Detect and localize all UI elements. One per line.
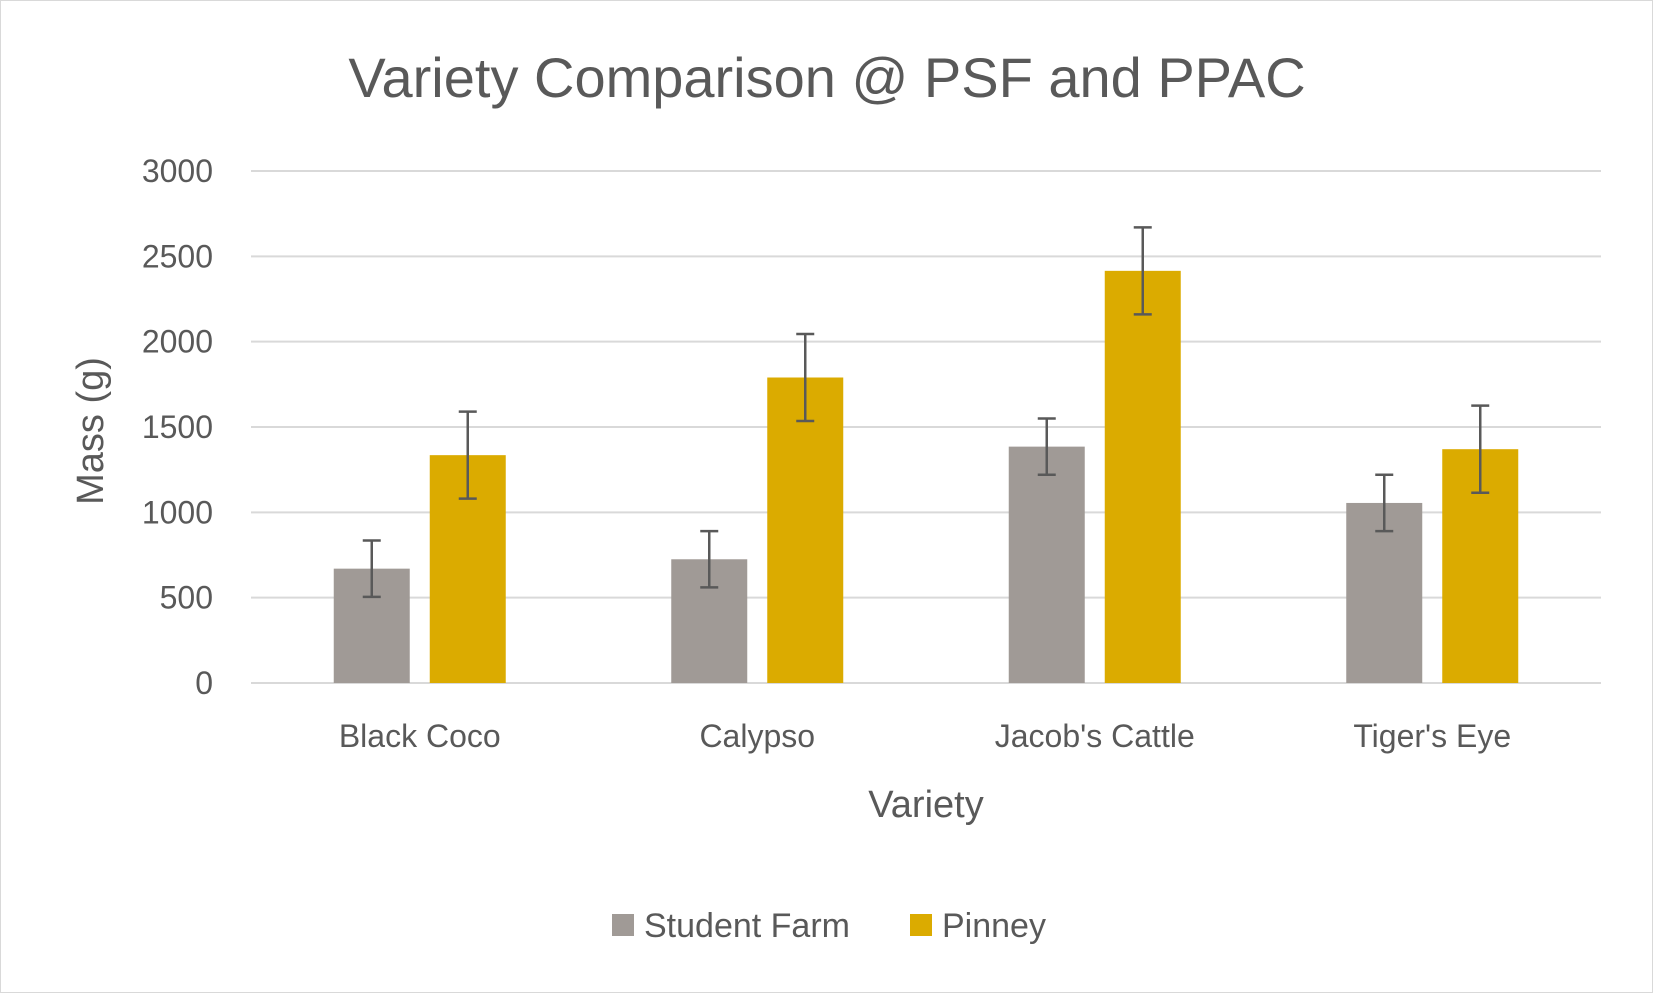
x-tick-label: Tiger's Eye	[1353, 718, 1511, 754]
bars	[333, 226, 1519, 683]
x-tick-label: Jacob's Cattle	[995, 718, 1195, 754]
y-tick-label: 3000	[142, 153, 213, 189]
x-tick-label: Calypso	[699, 718, 815, 754]
y-tick-label: 0	[195, 665, 213, 701]
x-tick-labels: Black Coco Calypso Jacob's Cattle Tiger's E…	[339, 718, 1511, 754]
bar-pinney	[767, 377, 844, 683]
bar-student-farm	[1008, 446, 1085, 683]
chart-title: Variety Comparison @ PSF and PPAC	[348, 46, 1305, 109]
legend: Student Farm Pinney	[612, 907, 1046, 945]
legend-label: Pinney	[942, 907, 1046, 945]
y-tick-label: 2500	[142, 238, 213, 274]
y-tick-labels: 0 500 1000 1500 2000 2500 3000	[142, 153, 213, 701]
x-axis-label: Variety	[868, 784, 983, 826]
y-tick-label: 1000	[142, 494, 213, 530]
bar-student-farm	[1346, 502, 1423, 683]
legend-label: Student Farm	[644, 907, 850, 945]
y-tick-label: 1500	[142, 409, 213, 445]
y-tick-label: 500	[160, 580, 213, 616]
x-tick-label: Black Coco	[339, 718, 501, 754]
legend-swatch-pinney	[910, 914, 932, 936]
y-tick-label: 2000	[142, 324, 213, 360]
bar-pinney	[1104, 270, 1181, 683]
y-axis-label: Mass (g)	[70, 357, 112, 505]
legend-swatch-student-farm	[612, 914, 634, 936]
